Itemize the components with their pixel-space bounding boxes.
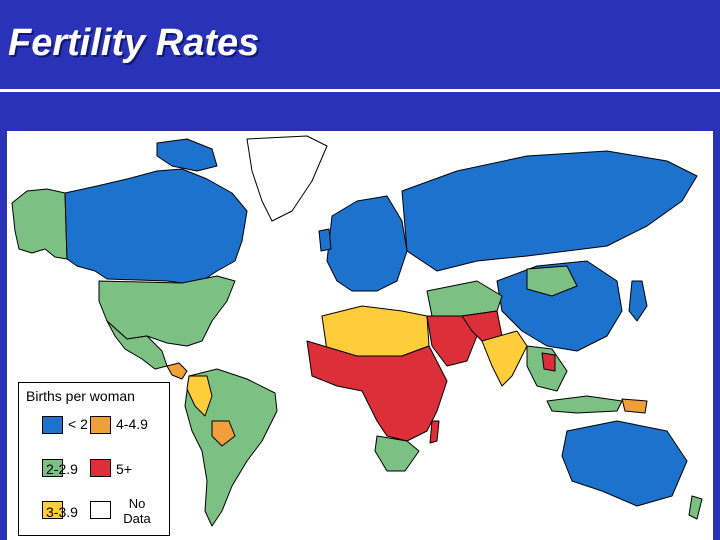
region-new-zealand [688,495,703,520]
title-rule [0,89,720,92]
region-indonesia [546,395,623,414]
legend-swatch-5plus [90,459,111,477]
region-russia [401,150,698,272]
region-central-asia [426,280,503,317]
legend-label-no-data-line1: No [128,496,146,511]
legend-label-under-2: < 2 [68,416,88,432]
slide-title: Fertility Rates [8,22,260,64]
region-uk [318,228,332,252]
region-central-america [166,362,188,380]
region-madagascar [429,420,440,444]
region-greenland [246,135,328,222]
region-mongolia [526,265,578,297]
legend-title: Births per woman [26,388,135,404]
legend-label-2-2.9: 2-2.9 [46,461,78,477]
region-alaska [11,188,68,260]
region-europe [326,195,408,292]
region-png [621,398,648,414]
legend-label-no-data-line2: Data [123,511,151,526]
region-canada-islands [156,138,218,172]
legend-label-4-4.9: 4-4.9 [116,416,148,432]
legend-swatch-3-3.9 [42,501,63,519]
legend-swatch-4-4.9 [90,416,111,434]
legend-swatch-no-data [90,501,111,519]
legend: Births per woman < 2 4-4.9 2-2.9 5+ 3-3.… [18,382,170,536]
region-indochina-red [541,352,556,372]
region-bolivia [211,420,236,447]
region-australia [561,420,688,507]
region-canada [64,168,248,284]
region-sub-saharan-africa [306,340,448,442]
legend-swatch-2-2.9 [42,459,63,477]
region-india [481,330,528,387]
region-north-africa [321,305,430,357]
legend-label-3-3.9: 3-3.9 [46,504,78,520]
region-andes [186,375,213,417]
world-map-svg [11,135,703,527]
legend-label-5plus: 5+ [116,461,132,477]
region-japan [628,280,648,322]
region-mexico [106,320,168,370]
region-southern-africa [374,435,420,472]
legend-label-no-data: No Data [117,496,157,526]
legend-swatch-under-2 [42,416,63,434]
